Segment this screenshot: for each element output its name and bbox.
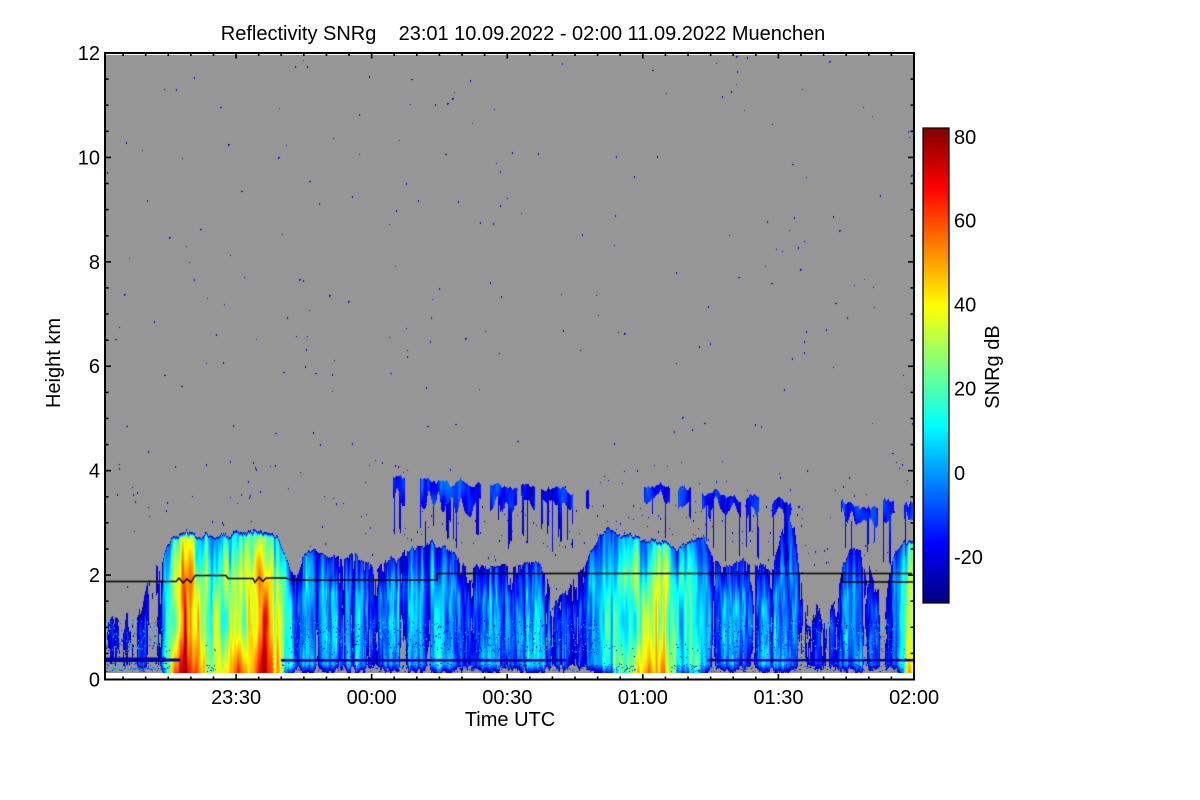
svg-text:2: 2 bbox=[89, 565, 100, 587]
svg-text:02:00: 02:00 bbox=[889, 687, 939, 709]
svg-text:01:00: 01:00 bbox=[618, 687, 668, 709]
svg-text:-20: -20 bbox=[954, 547, 983, 569]
svg-text:6: 6 bbox=[89, 356, 100, 378]
svg-text:40: 40 bbox=[954, 295, 976, 317]
svg-text:Reflectivity SNRg 23:01 10.: Reflectivity SNRg 23:01 10.09.2022 - 02:… bbox=[221, 23, 825, 45]
svg-text:12: 12 bbox=[78, 43, 100, 65]
svg-text:0: 0 bbox=[89, 670, 100, 692]
svg-text:Height km: Height km bbox=[43, 318, 65, 408]
svg-text:01:30: 01:30 bbox=[753, 687, 803, 709]
svg-text:60: 60 bbox=[954, 211, 976, 233]
svg-text:23:30: 23:30 bbox=[211, 687, 261, 709]
svg-text:20: 20 bbox=[954, 379, 976, 401]
svg-text:4: 4 bbox=[89, 461, 100, 483]
svg-text:80: 80 bbox=[954, 127, 976, 149]
svg-text:Time UTC: Time UTC bbox=[465, 709, 555, 731]
svg-text:00:30: 00:30 bbox=[482, 687, 532, 709]
svg-text:0: 0 bbox=[954, 463, 965, 485]
svg-text:10: 10 bbox=[78, 147, 100, 169]
svg-text:SNRg dB: SNRg dB bbox=[982, 325, 1004, 408]
svg-text:00:00: 00:00 bbox=[347, 687, 397, 709]
svg-text:8: 8 bbox=[89, 252, 100, 274]
